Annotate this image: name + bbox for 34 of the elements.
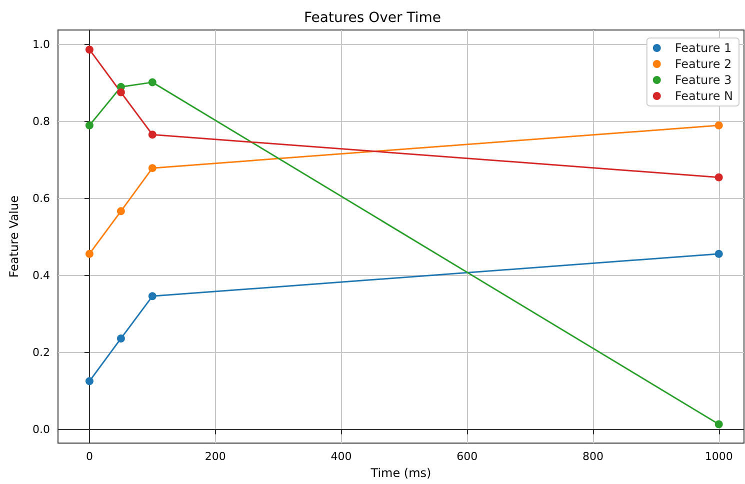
point	[714, 173, 723, 182]
point	[116, 334, 125, 342]
legend-label: Feature 2	[674, 57, 732, 71]
point	[85, 377, 94, 386]
x-tick-label: 600	[456, 450, 478, 464]
legend-label: Feature N	[674, 89, 734, 103]
point	[714, 250, 723, 258]
y-tick-label: 0.0	[32, 422, 50, 436]
y-tick-label: 0.6	[32, 192, 50, 205]
point	[714, 121, 723, 130]
x-tick-label: 400	[330, 450, 352, 464]
y-tick-label: 1.0	[32, 38, 50, 52]
y-tick-label: 0.8	[32, 115, 50, 128]
x-tick-label: 200	[204, 450, 226, 464]
point	[116, 207, 125, 216]
x-axis-title: Time (ms)	[370, 466, 432, 480]
x-tick-label: 800	[582, 450, 604, 464]
legend-label: Feature 1	[674, 41, 732, 55]
point	[714, 420, 723, 428]
y-axis-title: Feature Value	[7, 195, 21, 278]
legend-label: Feature 3	[674, 73, 732, 87]
point	[148, 292, 156, 300]
point	[85, 250, 94, 258]
x-tick-label: 0	[86, 450, 93, 464]
y-tick-label: 0.4	[32, 268, 50, 282]
point	[148, 164, 156, 172]
y-tick-label: 0.2	[32, 346, 50, 359]
point	[148, 130, 156, 139]
point	[148, 78, 156, 86]
point	[85, 121, 94, 130]
chart-title: Features Over Time	[304, 10, 442, 26]
point	[116, 88, 125, 96]
x-tick-label: 1000	[704, 450, 733, 464]
point	[85, 46, 94, 54]
